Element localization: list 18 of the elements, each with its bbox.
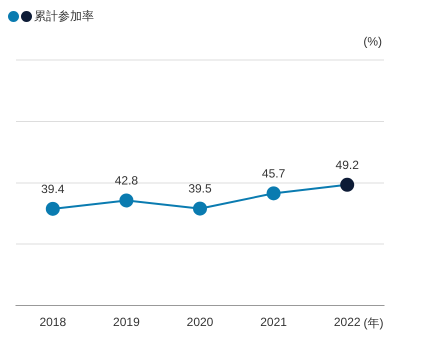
point (266, 186, 281, 200)
x-axis-title: (年) (364, 316, 384, 330)
x-tick-label: 2019 (113, 315, 140, 330)
point (119, 193, 134, 208)
data-label: 39.4 (41, 182, 65, 196)
data-label: 39.5 (188, 182, 212, 196)
point (340, 178, 354, 192)
data-label: 49.2 (336, 158, 360, 172)
x-tick-label: 2018 (39, 315, 66, 330)
x-tick-label: 2021 (260, 315, 288, 330)
y-axis-title: (%) (363, 34, 382, 48)
x-tick-label: 2020 (186, 315, 214, 330)
data-label: 45.7 (262, 166, 286, 180)
legend-label: 累計参加率 (34, 8, 94, 24)
point (193, 202, 207, 216)
data-label: 42.8 (114, 173, 138, 188)
x-tick-label: 2022 (334, 315, 361, 330)
point (46, 202, 60, 216)
